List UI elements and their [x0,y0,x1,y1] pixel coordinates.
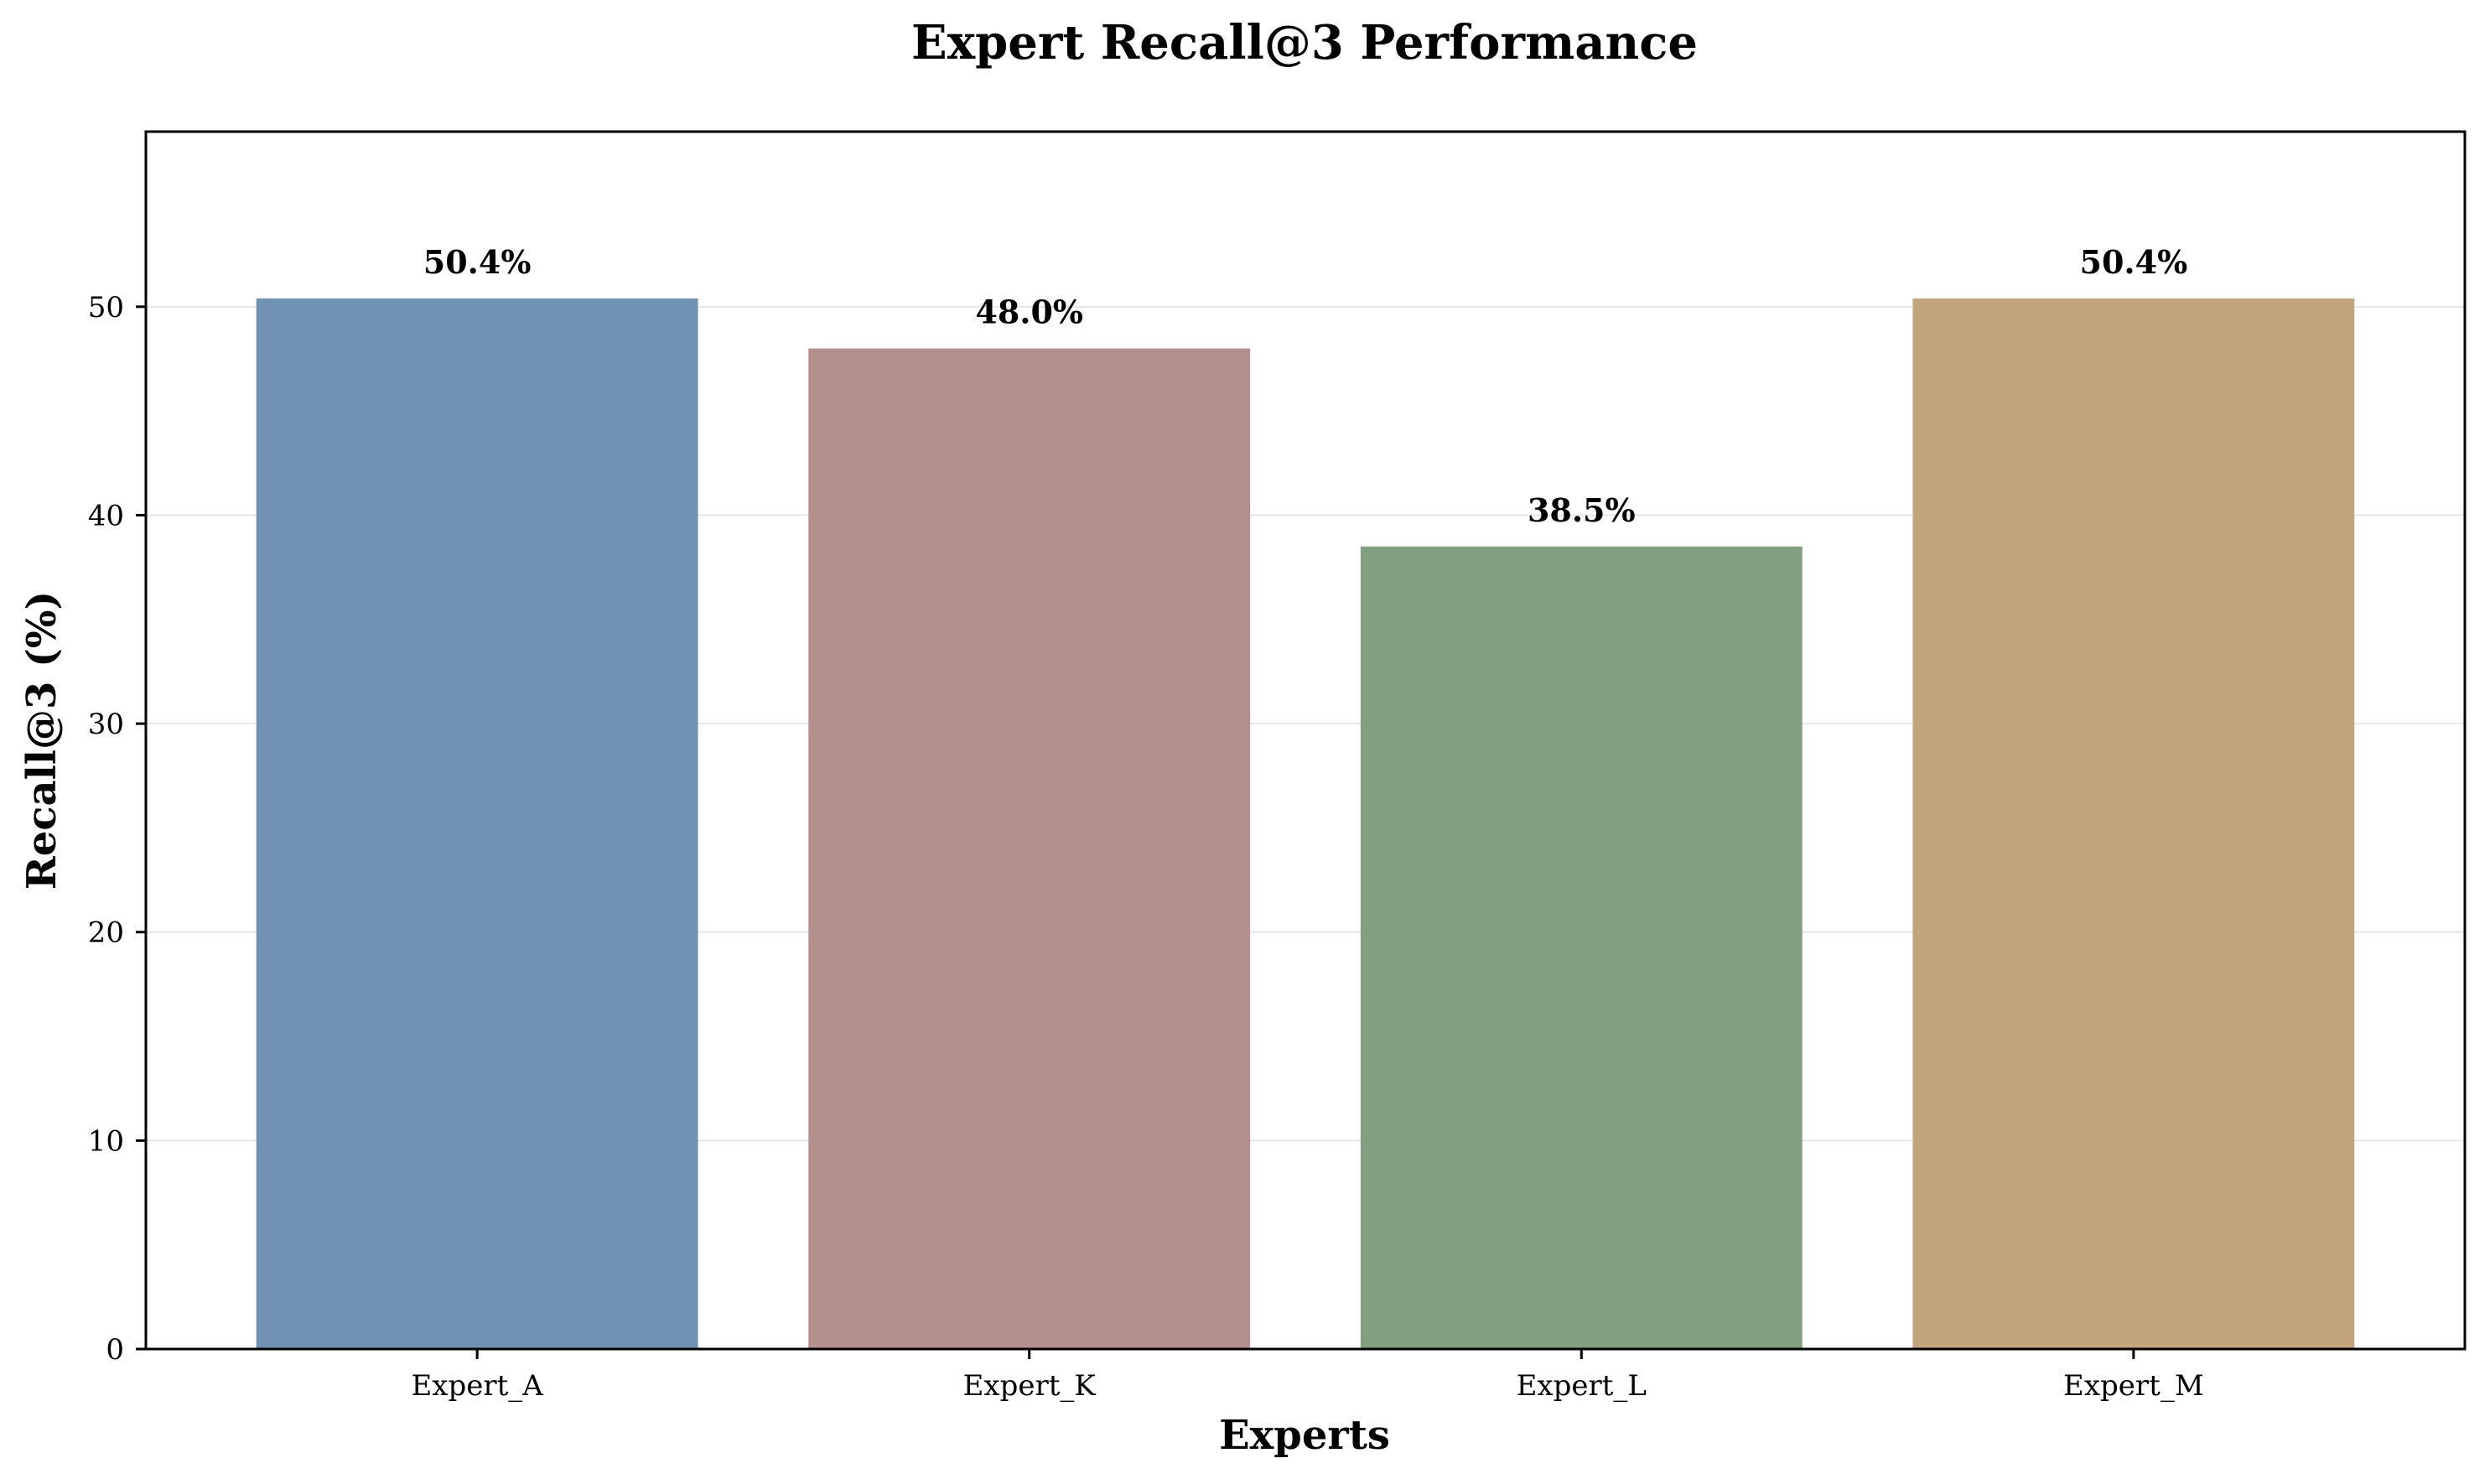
y-axis-label: Recall@3 (%) [18,591,65,890]
y-tick-label: 0 [106,1333,124,1367]
data-label: 50.4% [423,243,532,281]
bars [256,298,2355,1350]
x-tick-label: Expert_M [2063,1369,2204,1403]
x-axis-label: Experts [1219,1412,1390,1459]
x-tick-label: Expert_A [411,1369,543,1403]
chart-title: Expert Recall@3 Performance [911,15,1698,70]
y-tick-label: 20 [88,916,124,950]
y-tick-label: 50 [88,291,124,324]
bar-expert-a [256,298,698,1350]
bar-expert-l [1360,546,1803,1349]
data-labels: 50.4% 48.0% 38.5% 50.4% [423,243,2187,529]
plot-frame [144,130,2467,1351]
x-axis-ticks: Expert_A Expert_K Expert_L Expert_M [411,1349,2204,1403]
y-axis-ticks: 0 10 20 30 40 50 [88,291,146,1367]
bar-expert-m [1912,298,2355,1350]
data-label: 38.5% [1528,491,1636,529]
x-tick-label: Expert_L [1517,1369,1647,1403]
data-label: 50.4% [2080,243,2188,281]
y-tick-label: 10 [88,1124,124,1158]
y-tick-label: 30 [88,708,124,741]
y-tick-label: 40 [88,499,124,532]
x-tick-label: Expert_K [963,1369,1097,1403]
data-label: 48.0% [975,293,1083,331]
bar-expert-k [808,348,1251,1350]
